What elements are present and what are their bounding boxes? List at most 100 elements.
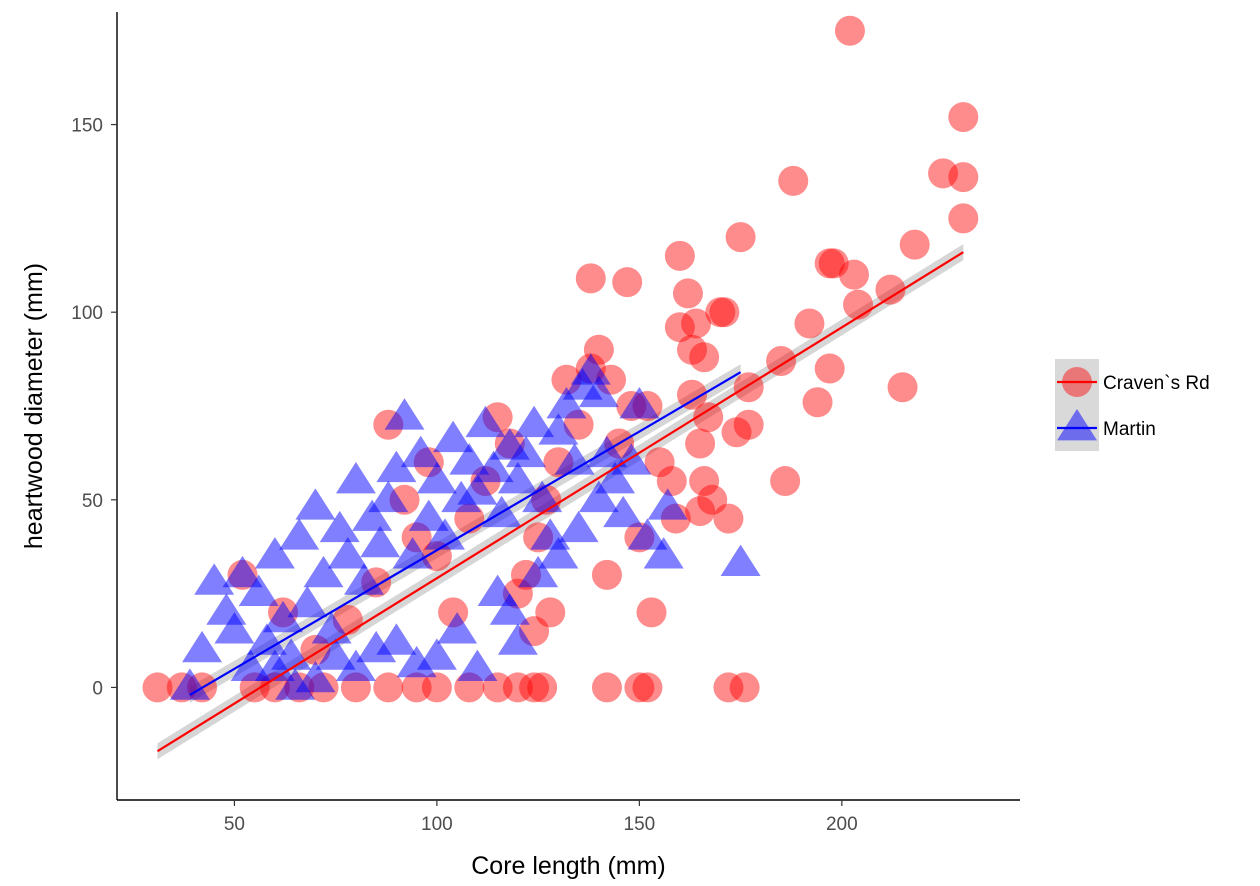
legend-label-martin: Martin — [1103, 419, 1156, 440]
data-point — [497, 462, 538, 494]
data-point — [538, 413, 579, 445]
data-point — [518, 555, 559, 588]
data-point — [368, 480, 409, 513]
data-point — [315, 638, 356, 670]
data-point — [814, 353, 845, 384]
x-tick-label: 200 — [826, 814, 858, 835]
data-point — [818, 248, 849, 279]
data-point — [142, 672, 173, 703]
data-point — [636, 597, 667, 628]
data-point — [681, 308, 712, 339]
data-point — [677, 379, 708, 410]
data-point — [519, 672, 550, 703]
data-point — [214, 612, 255, 644]
data-point — [408, 499, 449, 531]
data-point — [376, 450, 417, 483]
data-point — [713, 503, 744, 534]
data-point — [206, 593, 247, 625]
data-point — [578, 480, 619, 513]
data-point — [834, 15, 865, 46]
data-point — [570, 353, 611, 385]
data-point — [182, 630, 223, 663]
data-point — [546, 387, 587, 419]
data-point — [948, 162, 979, 193]
data-point — [421, 672, 452, 703]
data-point — [514, 405, 555, 438]
data-point — [554, 443, 595, 475]
data-point — [838, 259, 869, 290]
data-point — [489, 593, 530, 625]
data-point — [327, 537, 368, 569]
x-axis-ticks: 50 100 150 200 — [224, 800, 858, 835]
data-point — [887, 372, 918, 403]
data-point — [246, 623, 287, 655]
data-point — [948, 102, 979, 133]
data-point — [497, 623, 538, 655]
data-point — [522, 480, 563, 513]
fit-line — [189, 371, 742, 696]
y-axis-ticks: 0 50 100 150 — [71, 116, 117, 699]
data-point — [664, 240, 695, 271]
data-point — [595, 462, 636, 494]
data-point — [433, 420, 474, 453]
data-point — [603, 495, 644, 528]
data-point — [875, 274, 906, 305]
data-point — [527, 672, 558, 703]
data-point — [401, 672, 432, 703]
data-point — [335, 462, 376, 494]
data-point — [392, 537, 433, 569]
data-point — [713, 672, 744, 703]
y-axis-title: heartwood diameter (mm) — [20, 263, 48, 549]
data-point — [697, 484, 728, 515]
data-point — [689, 342, 720, 373]
data-point — [437, 612, 478, 644]
data-point — [693, 402, 724, 433]
y-tick-label: 150 — [71, 116, 103, 137]
data-point — [263, 600, 304, 633]
data-point — [778, 165, 809, 196]
data-point — [802, 387, 833, 418]
plot-area — [142, 15, 979, 760]
data-point — [721, 417, 752, 448]
legend-item-cravens-rd — [1055, 359, 1099, 405]
data-point — [465, 405, 506, 438]
data-point — [725, 222, 756, 253]
data-point — [643, 537, 684, 569]
data-point — [720, 544, 761, 576]
series-martin — [169, 353, 761, 700]
data-point — [335, 649, 376, 682]
data-point — [535, 597, 566, 628]
legend-item-martin — [1055, 405, 1099, 451]
data-point — [295, 660, 336, 693]
data-point — [254, 537, 295, 569]
data-point — [376, 623, 417, 655]
legend-key-marker — [1057, 409, 1097, 441]
data-point — [843, 289, 874, 320]
data-point — [384, 398, 425, 430]
data-point — [279, 518, 320, 550]
data-point — [733, 372, 764, 403]
data-point — [814, 248, 845, 279]
data-point — [538, 537, 579, 569]
data-point — [575, 263, 606, 294]
data-point — [656, 466, 687, 497]
data-point — [794, 308, 825, 339]
data-point — [169, 668, 210, 700]
data-point — [677, 334, 708, 365]
data-point — [685, 428, 716, 459]
y-tick-label: 50 — [82, 491, 103, 512]
y-tick-label: 100 — [71, 303, 103, 324]
data-point — [672, 278, 703, 309]
x-axis-title: Core length (mm) — [471, 852, 666, 880]
data-point — [627, 518, 668, 550]
data-point — [222, 555, 263, 588]
data-point — [311, 612, 352, 644]
data-point — [238, 574, 279, 606]
data-point — [505, 435, 546, 468]
data-point — [689, 466, 720, 497]
data-point — [457, 473, 498, 505]
data-point — [619, 387, 660, 419]
data-point — [449, 443, 490, 475]
